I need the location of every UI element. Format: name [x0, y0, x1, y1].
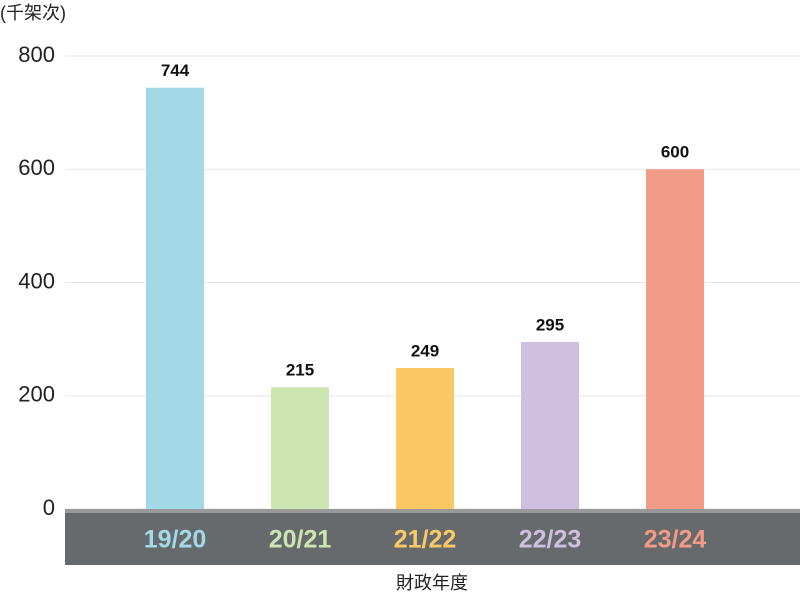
- x-tick-label: 20/21: [269, 526, 332, 554]
- x-tick-label: 22/23: [519, 526, 582, 554]
- bar: [521, 341, 579, 509]
- y-tick-label: 400: [18, 268, 55, 293]
- value-label: 600: [661, 143, 689, 162]
- y-axis-label: (千架次): [0, 3, 66, 23]
- bar: [271, 387, 329, 509]
- category-band: [65, 513, 800, 565]
- x-axis-label: 財政年度: [396, 573, 468, 593]
- bar: [646, 169, 704, 509]
- value-label: 295: [536, 315, 564, 334]
- y-tick-label: 200: [18, 382, 55, 407]
- bar: [396, 368, 454, 509]
- x-tick-label: 21/22: [394, 526, 457, 554]
- x-tick-label: 19/20: [144, 526, 207, 554]
- bar: [146, 87, 204, 510]
- x-tick-label: 23/24: [644, 526, 707, 554]
- y-tick-label: 800: [18, 42, 55, 67]
- y-tick-label: 0: [43, 495, 55, 520]
- y-tick-label: 600: [18, 155, 55, 180]
- value-label: 215: [286, 361, 314, 380]
- value-label: 249: [411, 341, 439, 360]
- value-label: 744: [161, 61, 190, 80]
